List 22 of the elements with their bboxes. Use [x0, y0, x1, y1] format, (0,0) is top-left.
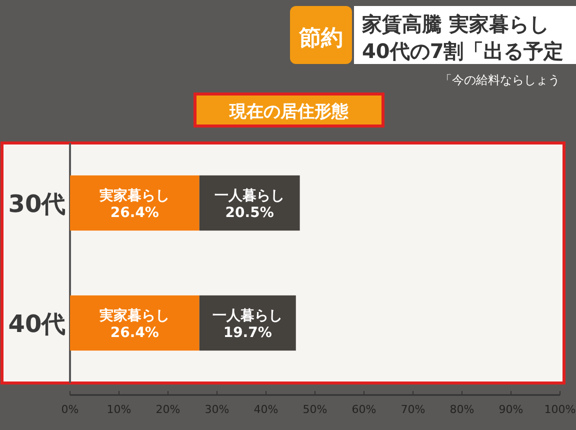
x-tick-label: 70% — [400, 403, 426, 416]
text: 「今の給料ならしょう — [440, 73, 560, 87]
x-tick-label: 50% — [302, 403, 328, 416]
x-tick-label: 80% — [450, 403, 474, 416]
chart-title: 現在の居住形態 — [228, 102, 350, 122]
x-tick-label: 30% — [204, 403, 230, 416]
y-tick-label: 40代 — [8, 310, 66, 338]
x-tick-label: 40% — [254, 403, 278, 416]
x-tick-label: 60% — [352, 403, 376, 416]
data-label: 実家暮らし 26.4% — [100, 307, 170, 341]
text: 40代の7割「出る予定 — [362, 39, 564, 63]
x-tick-label: 90% — [498, 403, 524, 416]
x-tick-label: 20% — [156, 403, 180, 416]
text: 家賃高騰 実家暮らし — [361, 12, 549, 36]
x-tick-label: 100% — [544, 403, 576, 416]
x-tick-label: 0% — [61, 403, 79, 416]
data-label: 実家暮らし 26.4% — [100, 187, 170, 221]
text: 節約 — [298, 26, 343, 51]
data-label: 一人暮らし 19.7% — [212, 308, 283, 341]
y-tick-label: 30代 — [8, 190, 66, 218]
x-tick-label: 10% — [106, 403, 132, 416]
data-label: 一人暮らし 20.5% — [214, 188, 285, 221]
